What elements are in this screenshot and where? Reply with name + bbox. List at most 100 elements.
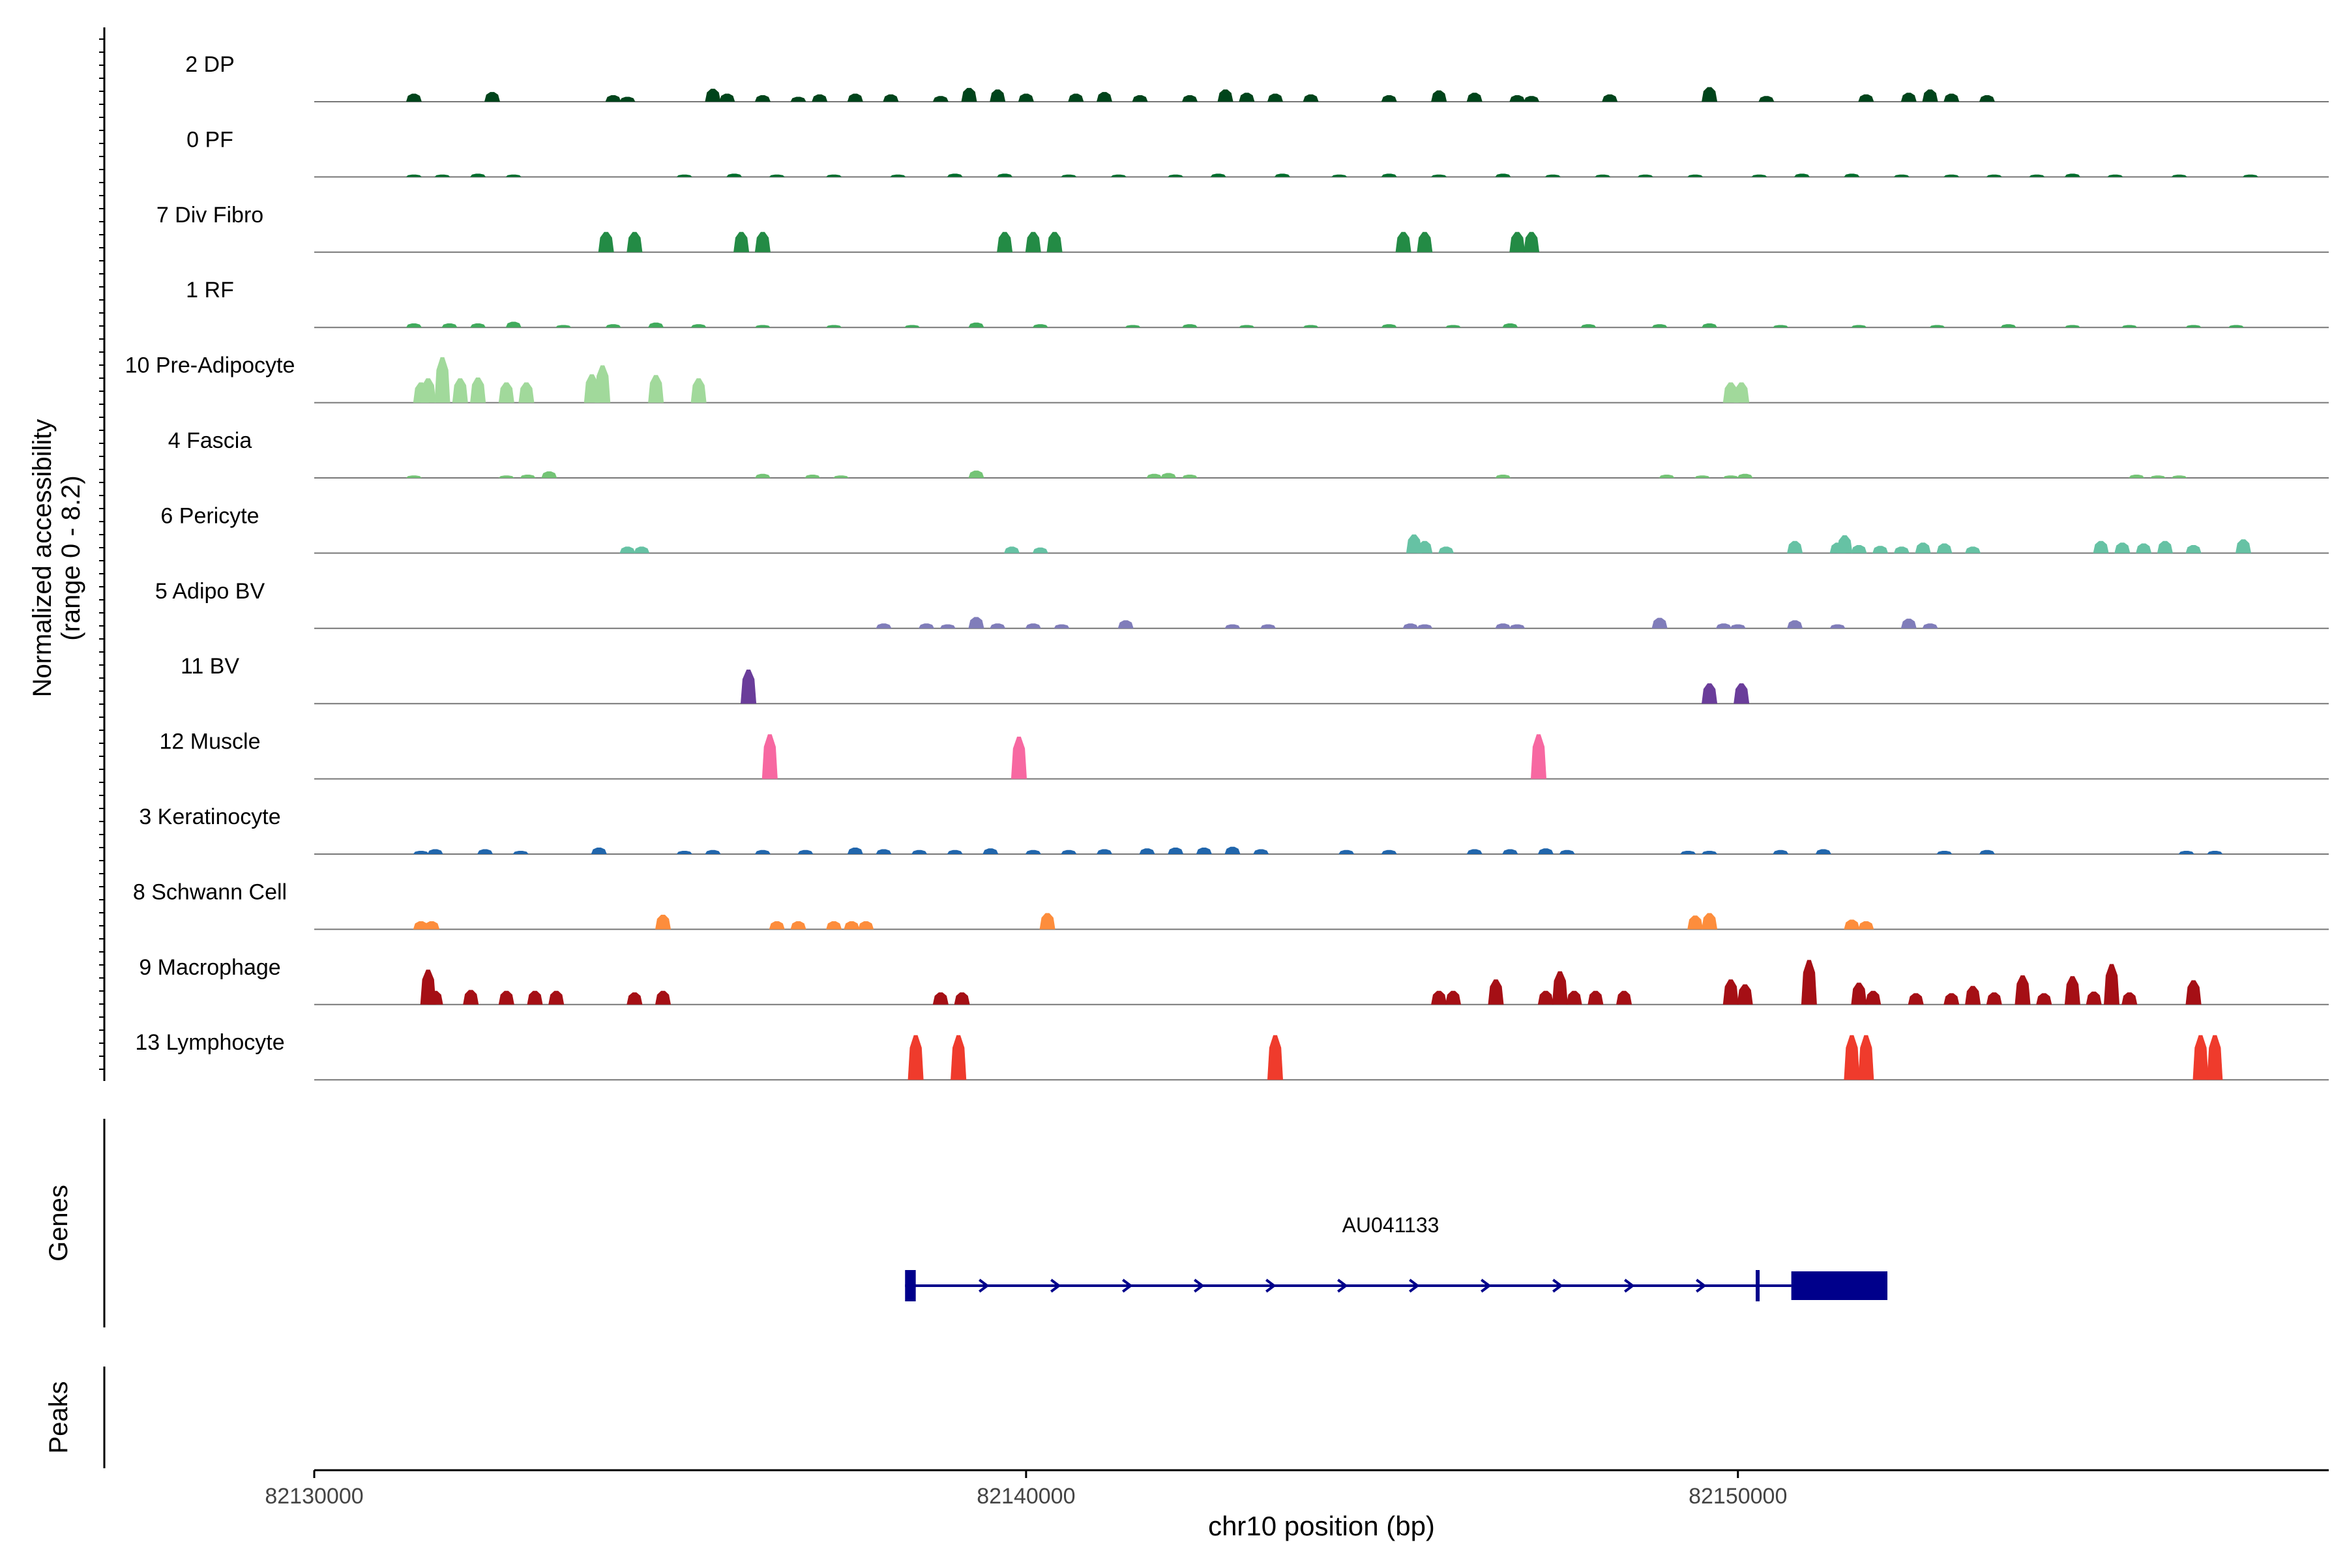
track-12-peak-21 — [1851, 983, 1867, 1005]
track-0-peak-7 — [790, 96, 806, 102]
track-5-peak-15 — [1737, 473, 1753, 478]
strand-arrow-2 — [1050, 1279, 1061, 1293]
track-0: 2 DP — [185, 52, 2329, 102]
track-4-peak-1 — [420, 378, 436, 403]
track-0-peak-30 — [1758, 96, 1775, 102]
track-10-peak-35 — [2207, 851, 2223, 854]
track-12-peak-4 — [527, 990, 543, 1005]
track-11-peak-8 — [1039, 913, 1055, 930]
track-0-peak-26 — [1509, 95, 1526, 102]
track-10-peak-6 — [705, 850, 721, 854]
track-1-peak-19 — [1495, 173, 1511, 177]
track-3-peak-19 — [1502, 323, 1518, 328]
track-10-peak-0 — [413, 851, 429, 854]
track-3-peak-29 — [2185, 325, 2202, 328]
track-7-peak-13 — [1509, 624, 1526, 629]
track-7-peak-18 — [1829, 624, 1846, 629]
track-1-peak-26 — [1844, 173, 1860, 177]
track-label-1: 0 PF — [186, 127, 233, 152]
gene-exon-2 — [1791, 1271, 1888, 1300]
track-0-peak-20 — [1239, 93, 1255, 102]
track-5-peak-0 — [406, 475, 422, 478]
track-3-peak-7 — [690, 324, 707, 328]
track-label-7: 5 Adipo BV — [155, 579, 265, 604]
track-7-peak-0 — [876, 623, 892, 629]
track-10-peak-24 — [1466, 849, 1483, 854]
track-7-peak-5 — [1025, 623, 1041, 629]
x-tick-label-0: 82130000 — [265, 1484, 363, 1509]
genes-label: Genes — [44, 1185, 73, 1262]
track-3-peak-0 — [406, 323, 422, 328]
track-7-peak-16 — [1730, 624, 1746, 629]
track-7: 5 Adipo BV — [155, 579, 2329, 629]
track-9-peak-0 — [761, 734, 778, 779]
track-3-peak-20 — [1580, 324, 1597, 328]
track-0-peak-10 — [883, 94, 899, 102]
track-12-peak-1 — [427, 990, 443, 1005]
track-1-peak-32 — [2107, 174, 2123, 177]
track-7-peak-12 — [1495, 623, 1511, 629]
track-0-peak-3 — [619, 96, 636, 102]
track-10-peak-16 — [1097, 849, 1112, 854]
track-13: 13 Lymphocyte — [135, 1030, 2329, 1081]
track-10-peak-3 — [512, 851, 529, 854]
axes-layer: Normalized accessibility (range 0 - 8.2)… — [28, 27, 2329, 1541]
track-10-peak-18 — [1168, 848, 1184, 854]
track-1-peak-16 — [1331, 174, 1348, 177]
track-1-peak-12 — [1110, 174, 1127, 177]
track-13-peak-4 — [1858, 1035, 1874, 1080]
track-2-peak-4 — [997, 231, 1013, 252]
y-axis-ticks — [99, 38, 104, 1070]
track-10-peak-4 — [591, 848, 607, 854]
track-9: 12 Muscle — [160, 730, 2329, 780]
track-6-peak-10 — [1851, 545, 1867, 554]
track-label-2: 7 Div Fibro — [156, 203, 263, 228]
track-3-peak-1 — [441, 323, 458, 328]
track-12-peak-13 — [1537, 990, 1554, 1005]
track-10-peak-27 — [1559, 850, 1575, 854]
track-13-peak-5 — [2192, 1035, 2209, 1080]
track-10-peak-20 — [1224, 846, 1241, 854]
track-1-peak-4 — [676, 174, 692, 177]
track-3-peak-30 — [2228, 325, 2245, 328]
track-7-peak-7 — [1117, 620, 1134, 629]
track-1-peak-15 — [1274, 173, 1290, 177]
track-12: 9 Macrophage — [139, 955, 2329, 1005]
track-12-peak-33 — [2185, 980, 2202, 1005]
track-12-peak-18 — [1722, 979, 1739, 1005]
track-12-peak-9 — [954, 992, 970, 1005]
track-6-peak-12 — [1893, 546, 1910, 554]
track-3-peak-11 — [968, 322, 984, 328]
track-label-0: 2 DP — [185, 52, 235, 77]
track-12-peak-7 — [655, 990, 671, 1005]
track-10-peak-14 — [1025, 850, 1041, 854]
track-0-peak-25 — [1466, 93, 1483, 102]
track-1-peak-30 — [2029, 174, 2045, 177]
strand-arrow-8 — [1481, 1279, 1492, 1293]
track-10-peak-23 — [1381, 850, 1397, 854]
track-4-peak-3 — [452, 378, 468, 403]
track-12-peak-10 — [1431, 990, 1447, 1005]
track-11: 8 Schwann Cell — [133, 880, 2329, 930]
track-1-peak-9 — [947, 173, 963, 177]
track-label-4: 10 Pre-Adipocyte — [125, 353, 295, 378]
track-7-peak-17 — [1787, 620, 1803, 629]
track-0-peak-27 — [1524, 96, 1540, 102]
track-0-peak-13 — [990, 89, 1006, 102]
track-4-peak-8 — [595, 365, 611, 403]
track-7-peak-11 — [1417, 624, 1433, 629]
track-6-peak-15 — [1965, 546, 1981, 554]
track-2-peak-3 — [754, 231, 771, 252]
track-1-peak-13 — [1168, 174, 1184, 177]
track-10-peak-9 — [847, 848, 863, 854]
track-12-peak-12 — [1488, 979, 1504, 1005]
track-label-3: 1 RF — [186, 278, 234, 303]
track-10-peak-21 — [1253, 849, 1269, 854]
track-4-peak-2 — [434, 357, 450, 403]
track-7-peak-10 — [1402, 623, 1419, 629]
gene-exon-1 — [1756, 1270, 1760, 1301]
track-3-peak-18 — [1445, 325, 1461, 328]
track-1-peak-7 — [826, 174, 842, 177]
track-12-peak-19 — [1737, 984, 1753, 1005]
